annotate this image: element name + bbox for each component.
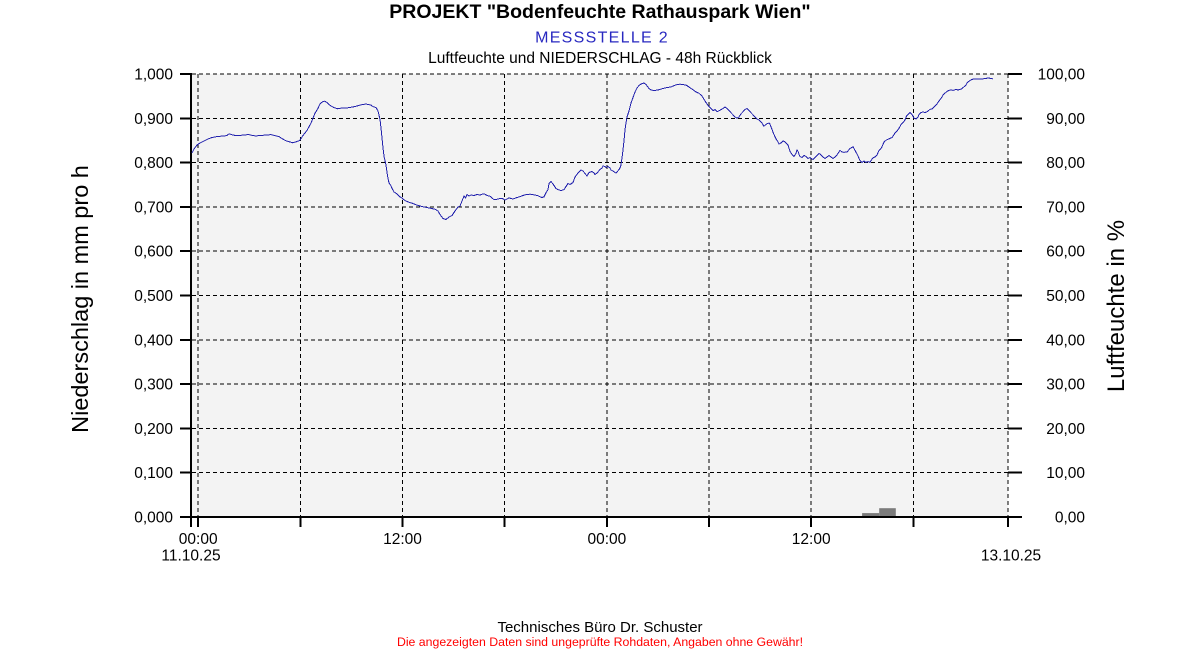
svg-text:PROJEKT "Bodenfeuchte Rathausp: PROJEKT "Bodenfeuchte Rathauspark Wien" [389, 1, 810, 23]
svg-text:0,300: 0,300 [134, 377, 173, 394]
svg-text:Technisches Büro Dr. Schuster: Technisches Büro Dr. Schuster [497, 619, 702, 636]
svg-text:60,00: 60,00 [1046, 244, 1085, 261]
svg-text:80,00: 80,00 [1046, 155, 1085, 172]
svg-text:20,00: 20,00 [1046, 421, 1085, 438]
svg-text:0,900: 0,900 [134, 111, 173, 128]
svg-text:00:00: 00:00 [588, 531, 627, 548]
svg-text:Luftfeuchte und NIEDERSCHLAG -: Luftfeuchte und NIEDERSCHLAG - 48h Rückb… [428, 50, 772, 67]
svg-text:12:00: 12:00 [792, 531, 831, 548]
svg-text:50,00: 50,00 [1046, 288, 1085, 305]
svg-text:0,000: 0,000 [134, 510, 173, 527]
svg-text:13.10.25: 13.10.25 [981, 548, 1041, 565]
svg-text:1,000: 1,000 [134, 67, 173, 84]
svg-text:10,00: 10,00 [1046, 465, 1085, 482]
svg-text:MESSSTELLE 2: MESSSTELLE 2 [535, 30, 669, 47]
svg-text:Niederschlag in mm pro h: Niederschlag in mm pro h [67, 165, 93, 433]
svg-text:Die angezeigten Daten sind ung: Die angezeigten Daten sind ungeprüfte Ro… [397, 635, 803, 649]
svg-text:0,800: 0,800 [134, 155, 173, 172]
svg-text:30,00: 30,00 [1046, 377, 1085, 394]
svg-text:12:00: 12:00 [383, 531, 422, 548]
svg-text:0,600: 0,600 [134, 244, 173, 261]
svg-text:100,00: 100,00 [1038, 67, 1086, 84]
svg-text:Luftfeuchte in %: Luftfeuchte in % [1103, 220, 1130, 392]
svg-text:11.10.25: 11.10.25 [161, 548, 220, 565]
svg-text:0,700: 0,700 [134, 199, 173, 216]
svg-text:0,500: 0,500 [134, 288, 173, 305]
svg-text:0,400: 0,400 [134, 332, 173, 349]
svg-text:90,00: 90,00 [1046, 111, 1085, 128]
svg-text:70,00: 70,00 [1046, 199, 1085, 216]
svg-text:0,200: 0,200 [134, 421, 173, 438]
svg-text:0,100: 0,100 [134, 465, 173, 482]
svg-text:0,00: 0,00 [1055, 510, 1086, 527]
svg-text:40,00: 40,00 [1046, 332, 1085, 349]
svg-text:00:00: 00:00 [179, 531, 218, 548]
